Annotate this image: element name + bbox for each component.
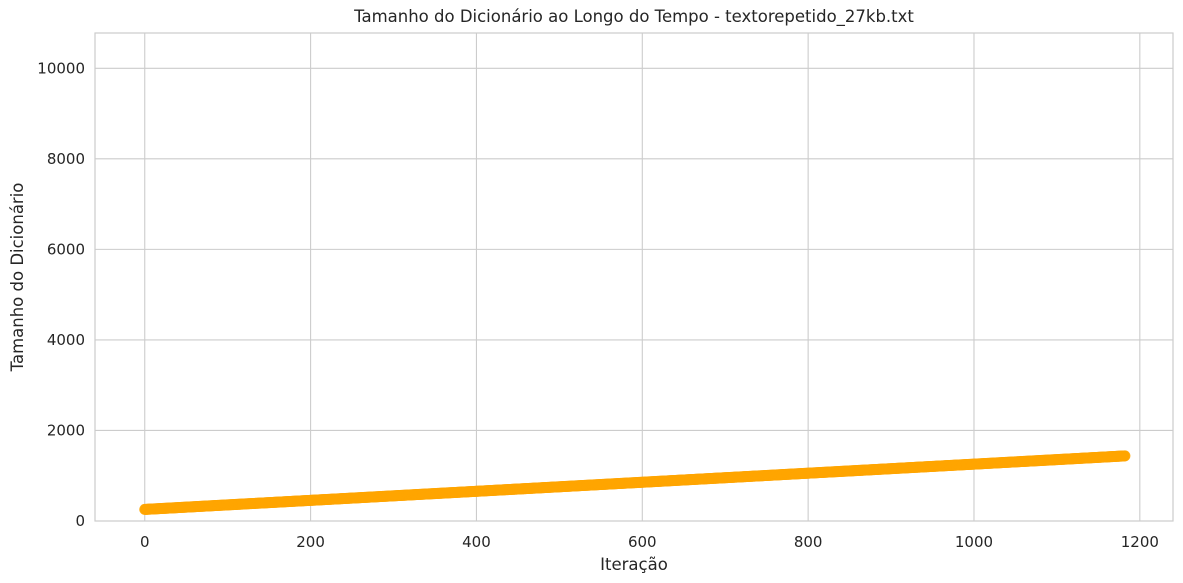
x-grid [144,33,1141,521]
x-tick-label: 800 [794,533,823,551]
data-point [1119,450,1131,462]
x-tick-label: 0 [140,533,150,551]
y-tick-label: 8000 [47,150,85,168]
y-axis-label: Tamanho do Dicionário [8,183,27,373]
x-tick-label: 600 [628,533,657,551]
y-tick-label: 4000 [47,331,85,349]
chart-title: Tamanho do Dicionário ao Longo do Tempo … [353,7,914,27]
x-tick-labels: 0 200 400 600 800 1000 1200 [140,533,1159,551]
x-tick-label: 400 [462,533,491,551]
x-tick-label: 1200 [1121,533,1159,551]
y-grid [95,67,1173,522]
y-tick-label: 10000 [37,59,85,77]
x-tick-label: 1000 [955,533,993,551]
x-axis-label: Iteração [600,555,668,574]
data-points [139,450,1131,515]
y-tick-labels: 0 2000 4000 6000 8000 10000 [37,59,85,530]
y-tick-label: 0 [75,512,85,530]
y-tick-label: 2000 [47,421,85,439]
plot-area [95,33,1173,521]
x-tick-label: 200 [296,533,325,551]
plot-frame [94,32,1174,522]
y-tick-label: 6000 [47,240,85,258]
